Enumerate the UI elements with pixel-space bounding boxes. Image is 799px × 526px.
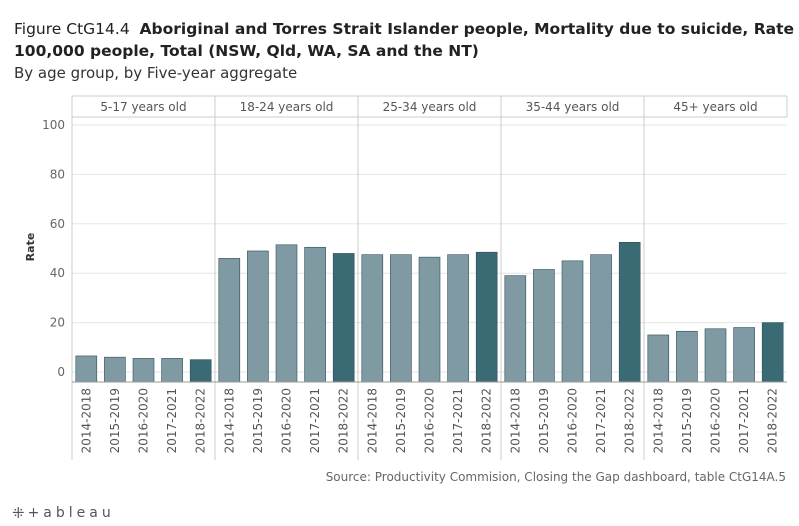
tableau-logo[interactable]: ⁜ +ableau — [12, 504, 115, 522]
x-tick-label: 2017-2021 — [308, 388, 322, 453]
panel-header-label: 18-24 years old — [240, 100, 334, 114]
bar — [161, 358, 183, 383]
x-tick-label: 2014-2018 — [222, 388, 236, 453]
bar — [418, 256, 441, 383]
x-tick-label: 2016-2020 — [709, 388, 723, 453]
title-block: Figure CtG14.4 Aboriginal and Torres Str… — [14, 18, 799, 84]
bar — [332, 253, 355, 383]
y-tick-label: 40 — [50, 266, 65, 280]
bar — [304, 246, 326, 383]
bar — [590, 254, 612, 383]
y-tick-label: 0 — [57, 365, 65, 379]
bar — [390, 254, 412, 383]
x-tick-label: 2018-2022 — [623, 388, 637, 453]
bar — [533, 269, 555, 383]
x-tick-label: 2015-2019 — [537, 388, 551, 453]
x-tick-label: 2017-2021 — [451, 388, 465, 453]
bar — [75, 355, 98, 383]
x-tick-label: 2016-2020 — [423, 388, 437, 453]
bar — [275, 244, 298, 383]
chart-title: Aboriginal and Torres Strait Islander pe… — [139, 20, 799, 38]
chart-title-line-1: Figure CtG14.4 Aboriginal and Torres Str… — [14, 18, 799, 40]
y-tick-label: 100 — [42, 118, 65, 132]
y-axis-label: Rate — [24, 233, 37, 262]
panel-header-label: 25-34 years old — [383, 100, 477, 114]
x-tick-label: 2017-2021 — [594, 388, 608, 453]
x-tick-label: 2014-2018 — [508, 388, 522, 453]
x-tick-label: 2015-2019 — [680, 388, 694, 453]
x-tick-label: 2018-2022 — [337, 388, 351, 453]
x-tick-label: 2014-2018 — [365, 388, 379, 453]
y-tick-label: 80 — [50, 167, 65, 181]
bar — [618, 242, 641, 383]
bar — [218, 258, 241, 383]
x-tick-label: 2015-2019 — [394, 388, 408, 453]
bar — [132, 358, 155, 383]
x-tick-label: 2016-2020 — [280, 388, 294, 453]
x-tick-label: 2014-2018 — [79, 388, 93, 453]
bar — [189, 359, 212, 383]
chart-subtitle: By age group, by Five-year aggregate — [14, 64, 298, 82]
bar — [447, 254, 469, 383]
bar — [247, 250, 269, 383]
figure-number: Figure CtG14.4 — [14, 20, 130, 38]
panel-header-label: 45+ years old — [673, 100, 757, 114]
bar — [733, 327, 755, 383]
y-tick-label: 20 — [50, 316, 65, 330]
panel-header-label: 5-17 years old — [100, 100, 186, 114]
bar — [361, 254, 384, 383]
bar — [504, 275, 527, 383]
x-tick-label: 2017-2021 — [737, 388, 751, 453]
bar — [704, 328, 727, 383]
bar — [761, 322, 784, 383]
tableau-logo-icon: ⁜ — [12, 504, 25, 522]
x-tick-label: 2016-2020 — [137, 388, 151, 453]
panel-header-label: 35-44 years old — [526, 100, 620, 114]
x-tick-label: 2018-2022 — [194, 388, 208, 453]
x-tick-label: 2015-2019 — [108, 388, 122, 453]
bar — [561, 260, 584, 383]
bar — [676, 330, 698, 383]
x-tick-label: 2016-2020 — [566, 388, 580, 453]
bar — [104, 356, 126, 383]
source-note: Source: Productivity Commision, Closing … — [325, 470, 786, 484]
x-tick-label: 2015-2019 — [251, 388, 265, 453]
x-tick-label: 2018-2022 — [480, 388, 494, 453]
bar — [647, 334, 670, 383]
tableau-logo-text: +ableau — [27, 505, 115, 521]
bar — [475, 251, 498, 383]
x-tick-label: 2018-2022 — [766, 388, 780, 453]
x-tick-label: 2017-2021 — [165, 388, 179, 453]
chart-title-line-2: 100,000 people, Total (NSW, Qld, WA, SA … — [14, 42, 479, 60]
y-tick-label: 60 — [50, 217, 65, 231]
x-tick-label: 2014-2018 — [651, 388, 665, 453]
